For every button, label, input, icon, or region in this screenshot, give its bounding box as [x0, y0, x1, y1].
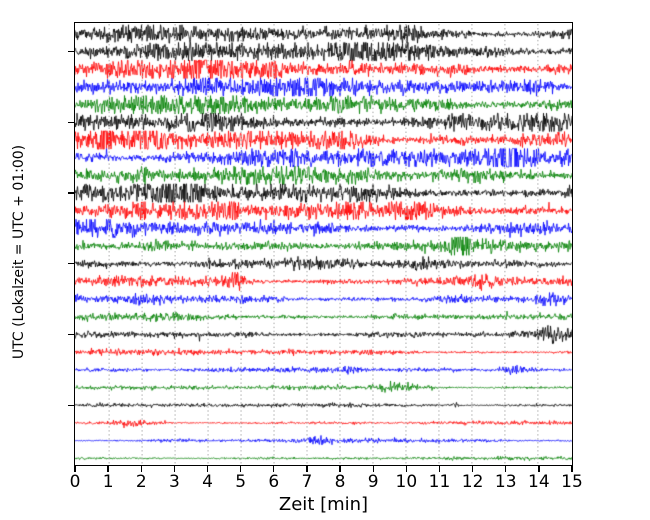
- x-tick-mark: [140, 466, 142, 472]
- x-tick-label: 11: [428, 472, 451, 492]
- x-tick-mark: [240, 466, 242, 472]
- x-tick-label: 14: [528, 472, 550, 492]
- x-tick-label: 9: [367, 472, 379, 492]
- x-tick-label: 7: [301, 472, 313, 492]
- x-tick-label: 13: [494, 472, 517, 492]
- y-tick-mark: [68, 263, 74, 265]
- x-tick-label: 0: [69, 472, 81, 492]
- x-tick-mark: [339, 466, 341, 472]
- x-tick-label: 6: [268, 472, 280, 492]
- x-tick-label: 12: [461, 472, 484, 492]
- x-tick-mark: [273, 466, 275, 472]
- x-tick-label: 4: [202, 472, 213, 492]
- x-tick-mark: [372, 466, 374, 472]
- x-tick-label: 15: [561, 472, 583, 492]
- x-tick-label: 2: [135, 472, 147, 492]
- y-tick-mark: [68, 121, 74, 123]
- x-tick-mark: [107, 466, 109, 472]
- x-tick-mark: [571, 466, 573, 472]
- x-tick-mark: [74, 466, 76, 472]
- x-tick-mark: [206, 466, 209, 472]
- plot-area: [74, 22, 573, 466]
- x-axis-label: Zeit [min]: [278, 494, 369, 515]
- x-tick-label: 3: [168, 472, 180, 492]
- x-tick-mark: [438, 466, 441, 472]
- x-tick-label: 5: [235, 472, 247, 492]
- x-tick-label: 1: [102, 472, 114, 492]
- y-tick-mark: [68, 333, 74, 336]
- seismogram-traces: [75, 23, 572, 465]
- y-tick-mark: [68, 50, 74, 53]
- x-tick-mark: [538, 466, 540, 472]
- y-tick-mark: [68, 404, 74, 406]
- x-tick-mark: [405, 466, 407, 472]
- x-tick-mark: [505, 466, 507, 472]
- x-tick-mark: [173, 466, 176, 472]
- y-axis-label: UTC (Lokalzeit = UTC + 01:00): [11, 144, 27, 360]
- x-tick-mark: [306, 466, 308, 472]
- y-tick-mark: [68, 192, 74, 194]
- x-tick-label: 8: [334, 472, 346, 492]
- x-tick-mark: [471, 466, 474, 472]
- x-tick-label: 10: [395, 472, 418, 492]
